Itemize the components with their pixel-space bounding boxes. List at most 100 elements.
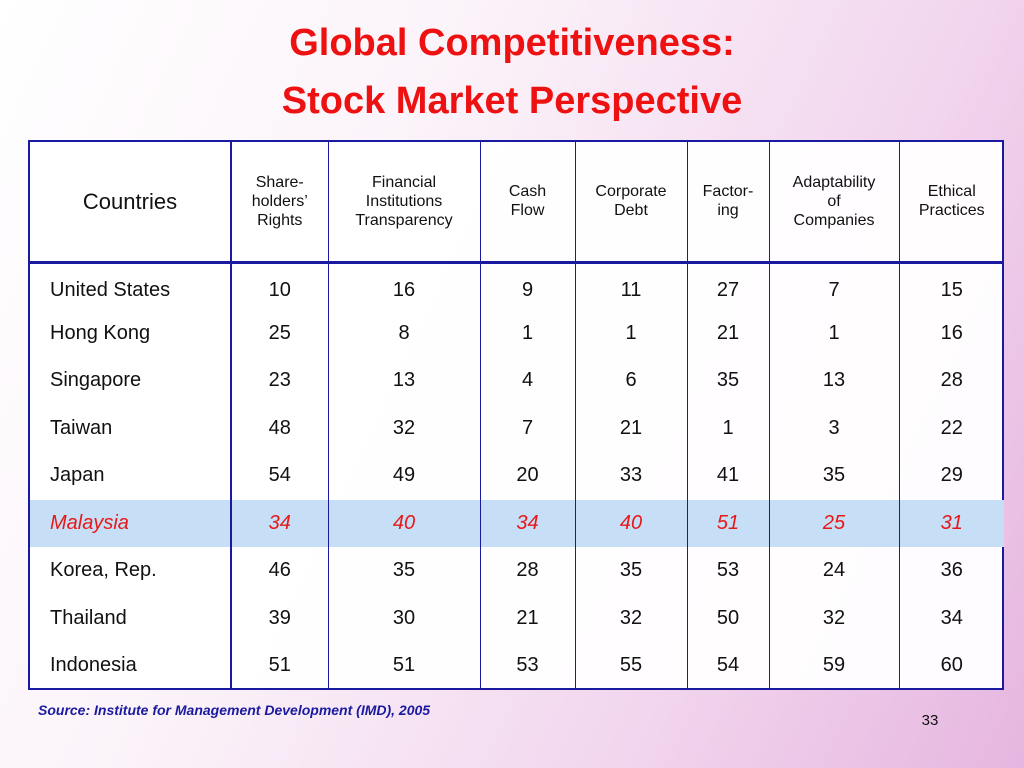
rank-cell: 21: [574, 404, 687, 452]
rank-cell: 32: [768, 594, 899, 642]
rank-cell: 36: [898, 547, 1004, 595]
column-header: Factor-ing: [686, 142, 769, 264]
rank-cell: 40: [574, 499, 687, 547]
column-header-label: Companies: [793, 211, 875, 229]
column-header: Adaptability of Companies: [768, 142, 899, 264]
rank-cell: 32: [327, 404, 480, 452]
rank-cell: 60: [898, 642, 1004, 690]
rank-cell: 21: [479, 594, 575, 642]
rank-cell: 34: [479, 499, 575, 547]
country-cell: Malaysia: [30, 499, 232, 547]
rank-cell: 34: [230, 499, 328, 547]
rank-cell: 13: [768, 357, 899, 405]
table-row: Thailand 39 30 21 32 50 32 34: [30, 594, 1004, 642]
rank-cell: 40: [327, 499, 480, 547]
column-header-label: Adaptability: [792, 173, 876, 191]
country-cell: Indonesia: [30, 642, 232, 690]
table-row: Indonesia 51 51 53 55 54 59 60: [30, 642, 1004, 690]
table-row: Singapore 23 13 4 6 35 13 28: [30, 357, 1004, 405]
rank-cell: 31: [898, 499, 1004, 547]
rank-cell: 1: [768, 309, 899, 357]
rank-cell: 16: [898, 309, 1004, 357]
country-cell: Thailand: [30, 594, 232, 642]
rank-cell: 53: [686, 547, 769, 595]
rank-cell: 28: [479, 547, 575, 595]
column-header: Share-holders’ Rights: [230, 142, 328, 264]
column-header-label: Rights: [257, 211, 303, 229]
slide-title-line-2: Stock Market Perspective: [281, 80, 743, 122]
table-row: Taiwan 48 32 7 21 1 3 22: [30, 404, 1004, 452]
rank-cell: 3: [768, 404, 899, 452]
column-header: Financial Institutions Transparency: [327, 142, 480, 264]
rank-cell: 46: [230, 547, 328, 595]
column-header-countries: Countries: [30, 142, 232, 264]
column-header-label: of: [827, 192, 841, 210]
country-cell: United States: [30, 262, 232, 310]
rank-cell: 1: [479, 309, 575, 357]
column-header-label: Share-: [255, 173, 304, 191]
header-row: Countries Share-holders’ Rights Financial In…: [30, 142, 1004, 264]
rank-cell: 49: [327, 452, 480, 500]
rank-cell: 51: [686, 499, 769, 547]
rank-cell: 16: [327, 262, 480, 310]
column-header-label: Cash: [508, 183, 547, 201]
table-row: Japan 54 49 20 33 41 35 29: [30, 452, 1004, 500]
country-cell: Taiwan: [30, 404, 232, 452]
rank-cell: 55: [574, 642, 687, 690]
slide-title-line-1: Global Competitiveness:: [289, 22, 735, 64]
table-row: Hong Kong 25 8 1 1 21 1 16: [30, 309, 1004, 357]
table-header: Countries Share-holders’ Rights Financial In…: [30, 142, 1004, 264]
column-header-label: Debt: [614, 202, 648, 220]
rank-cell: 53: [479, 642, 575, 690]
rank-cell: 23: [230, 357, 328, 405]
rank-cell: 11: [574, 262, 687, 310]
rank-cell: 30: [327, 594, 480, 642]
column-header-label: Countries: [82, 188, 178, 214]
rank-cell: 1: [686, 404, 769, 452]
column-header-label: Ethical: [927, 183, 976, 201]
column-header-label: ing: [717, 202, 739, 220]
column-header-label: Corporate: [595, 183, 667, 201]
rank-cell: 48: [230, 404, 328, 452]
rank-cell: 32: [574, 594, 687, 642]
rank-cell: 35: [686, 357, 769, 405]
table-body: United States 10 16 9 11 27 7 15 Hong Kong 25 8 1 1 2…: [30, 262, 1004, 690]
rank-cell: 59: [768, 642, 899, 690]
rank-cell: 4: [479, 357, 575, 405]
column-header-label: Practices: [918, 202, 985, 220]
rank-cell: 28: [898, 357, 1004, 405]
rank-cell: 35: [574, 547, 687, 595]
source-note: Source: Institute for Management Develop…: [38, 702, 431, 718]
country-cell: Korea, Rep.: [30, 547, 232, 595]
rank-cell: 27: [686, 262, 769, 310]
rank-cell: 20: [479, 452, 575, 500]
rank-cell: 35: [327, 547, 480, 595]
page-number: 33: [921, 712, 939, 729]
country-cell: Japan: [30, 452, 232, 500]
rank-cell: 29: [898, 452, 1004, 500]
column-header-label: Transparency: [355, 211, 453, 229]
rank-cell: 50: [686, 594, 769, 642]
column-header-label: Flow: [510, 202, 545, 220]
country-cell: Hong Kong: [30, 309, 232, 357]
table-row: Malaysia 34 40 34 40 51 25 31: [30, 499, 1004, 547]
rank-cell: 24: [768, 547, 899, 595]
rank-cell: 54: [230, 452, 328, 500]
rank-cell: 22: [898, 404, 1004, 452]
column-header-label: holders’: [251, 192, 308, 210]
rank-cell: 35: [768, 452, 899, 500]
column-header-label: Factor-: [702, 183, 754, 201]
rank-cell: 8: [327, 309, 480, 357]
rank-cell: 25: [230, 309, 328, 357]
country-cell: Singapore: [30, 357, 232, 405]
rank-cell: 15: [898, 262, 1004, 310]
rank-cell: 33: [574, 452, 687, 500]
rank-cell: 21: [686, 309, 769, 357]
rank-cell: 6: [574, 357, 687, 405]
rank-cell: 9: [479, 262, 575, 310]
rankings-table-container: Countries Share-holders’ Rights Financial In…: [28, 140, 1004, 690]
table-row: Korea, Rep. 46 35 28 35 53 24 36: [30, 547, 1004, 595]
column-header-label: Institutions: [365, 192, 443, 210]
rank-cell: 51: [230, 642, 328, 690]
table-row: United States 10 16 9 11 27 7 15: [30, 262, 1004, 310]
